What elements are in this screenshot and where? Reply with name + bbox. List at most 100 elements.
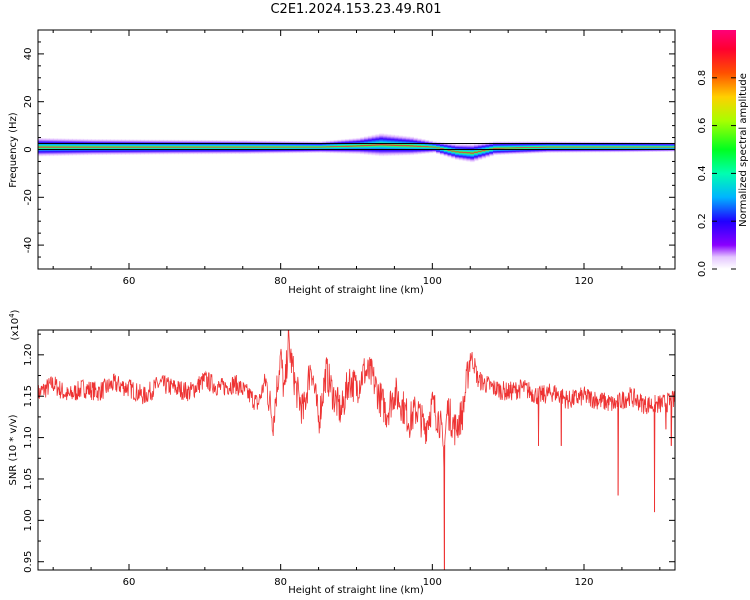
band-cell bbox=[140, 139, 145, 156]
y-tick-label: 0 bbox=[23, 146, 34, 152]
colorbar-label: Normalized spectral amplitude bbox=[738, 73, 749, 227]
band-cell bbox=[163, 139, 168, 155]
band-cell bbox=[481, 142, 487, 160]
band-cell bbox=[398, 135, 403, 156]
band-cell bbox=[405, 135, 411, 156]
band-cell bbox=[477, 142, 483, 161]
band-cell bbox=[648, 141, 653, 153]
band-cell bbox=[318, 141, 323, 154]
band-cell bbox=[557, 141, 562, 154]
band-cell bbox=[439, 141, 445, 156]
band-cell bbox=[284, 140, 289, 154]
band-cell bbox=[390, 134, 396, 157]
band-cell bbox=[386, 133, 392, 157]
band-cell bbox=[652, 142, 657, 153]
band-cell bbox=[159, 139, 164, 155]
band-cell bbox=[72, 138, 77, 156]
chart-title: C2E1.2024.153.23.49.R01 bbox=[270, 2, 442, 17]
band-cell bbox=[436, 141, 441, 155]
band-cell bbox=[413, 137, 418, 156]
band-cell bbox=[106, 138, 111, 156]
band-cell bbox=[91, 138, 96, 156]
band-cell bbox=[242, 139, 248, 155]
band-cell bbox=[553, 141, 559, 154]
band-cell bbox=[174, 139, 179, 155]
band-cell bbox=[424, 139, 430, 154]
y-tick-label: 40 bbox=[23, 48, 34, 61]
band-cell bbox=[640, 141, 646, 153]
band-cell bbox=[273, 140, 278, 154]
band-cell bbox=[53, 137, 58, 157]
band-cell bbox=[201, 139, 206, 155]
band-cell bbox=[329, 140, 335, 154]
band-cell bbox=[75, 138, 81, 156]
band-cell bbox=[466, 143, 471, 163]
snr-series bbox=[38, 330, 675, 570]
band-cell bbox=[83, 138, 88, 156]
band-cell bbox=[193, 139, 198, 155]
band-cell bbox=[341, 138, 346, 154]
band-cell bbox=[204, 139, 210, 155]
x-tick-label: 100 bbox=[423, 577, 442, 588]
band-cell bbox=[500, 141, 505, 156]
band-cell bbox=[591, 141, 596, 153]
band-cell bbox=[379, 132, 384, 157]
signal-band bbox=[38, 132, 675, 163]
band-cell bbox=[68, 138, 73, 156]
band-cell bbox=[185, 139, 191, 155]
band-cell bbox=[136, 139, 141, 156]
band-cell bbox=[542, 141, 547, 154]
band-cell bbox=[644, 141, 650, 153]
band-cell bbox=[113, 138, 119, 156]
band-cell bbox=[299, 140, 305, 154]
spectrogram-x-ticks: 60 80 100 120 bbox=[52, 30, 661, 287]
x-tick-label: 120 bbox=[574, 276, 593, 287]
band-cell bbox=[561, 141, 566, 153]
band-cell bbox=[394, 134, 399, 157]
spectrogram-x-label: Height of straight line (km) bbox=[288, 285, 424, 296]
band-cell bbox=[155, 139, 160, 155]
band-cell bbox=[663, 142, 669, 153]
band-cell bbox=[451, 143, 456, 160]
band-cell bbox=[371, 134, 377, 156]
band-cell bbox=[288, 140, 293, 154]
x-tick-label: 80 bbox=[274, 276, 287, 287]
y-tick-label: 1.00 bbox=[23, 509, 34, 531]
band-cell bbox=[580, 141, 585, 153]
band-cell bbox=[276, 140, 282, 154]
band-cell bbox=[257, 140, 263, 155]
colorbar: 0.0 0.2 0.4 0.6 0.8 Normalized spectral ampl… bbox=[697, 30, 749, 277]
band-cell bbox=[360, 136, 365, 155]
band-cell bbox=[144, 139, 149, 155]
y-tick-label: -40 bbox=[23, 237, 34, 253]
band-cell bbox=[147, 139, 153, 155]
band-cell bbox=[375, 133, 380, 157]
band-cell bbox=[311, 141, 316, 154]
band-cell bbox=[337, 139, 342, 154]
band-cell bbox=[333, 139, 339, 154]
band-cell bbox=[295, 140, 301, 154]
band-cell bbox=[595, 141, 600, 153]
band-cell bbox=[656, 142, 661, 153]
band-cell bbox=[511, 141, 517, 155]
band-cell bbox=[606, 141, 612, 153]
band-cell bbox=[602, 141, 608, 153]
band-cell bbox=[45, 137, 50, 157]
band-cell bbox=[64, 138, 69, 157]
band-cell bbox=[432, 141, 437, 154]
band-cell bbox=[197, 139, 202, 155]
band-cell bbox=[458, 143, 464, 161]
band-cell bbox=[409, 136, 414, 156]
band-cell bbox=[671, 142, 675, 152]
band-cell bbox=[208, 139, 214, 155]
band-cell bbox=[470, 143, 475, 163]
snr-x-label: Height of straight line (km) bbox=[288, 585, 424, 596]
snr-y-label: SNR (10 * v/v) bbox=[8, 414, 19, 485]
band-cell bbox=[326, 140, 331, 154]
band-cell bbox=[504, 141, 509, 155]
band-cell bbox=[614, 141, 619, 153]
band-cell bbox=[94, 138, 100, 156]
band-cell bbox=[212, 139, 217, 155]
band-cell bbox=[530, 141, 536, 154]
band-cell bbox=[121, 139, 126, 156]
